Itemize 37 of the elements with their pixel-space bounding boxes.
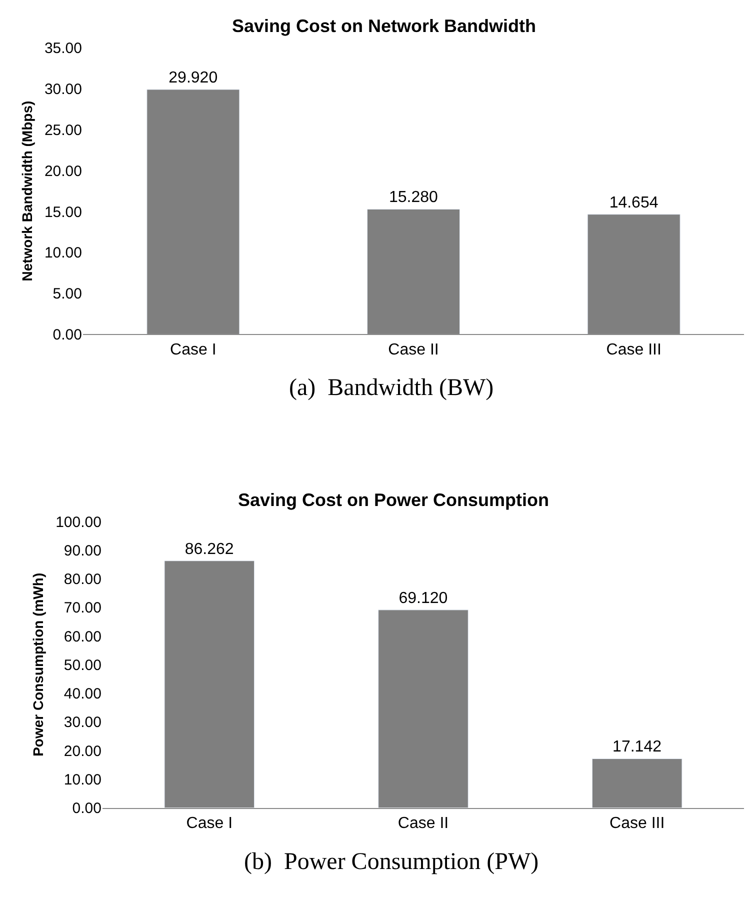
- data-label: 14.654: [609, 194, 658, 212]
- y-tick-label: 20.00: [64, 742, 102, 760]
- data-label: 15.280: [388, 189, 438, 206]
- y-tick-label: 10.00: [44, 244, 82, 262]
- x-tick-label: Case III: [606, 341, 662, 358]
- y-tick-label: 35.00: [44, 40, 82, 58]
- chart-title: Saving Cost on Power Consumption: [238, 490, 550, 510]
- chart-title: Saving Cost on Network Bandwidth: [232, 16, 536, 36]
- y-tick-label: 20.00: [44, 162, 82, 180]
- text: (b) Power Consumption (PW): [244, 849, 539, 875]
- y-tick-label: 90.00: [64, 542, 102, 560]
- y-tick-label: 0.00: [72, 800, 102, 818]
- x-tick-label: Case II: [398, 815, 449, 832]
- y-tick-label: 50.00: [64, 656, 102, 674]
- y-tick-label: 25.00: [44, 122, 82, 139]
- y-tick-label: 15.00: [44, 204, 82, 221]
- y-tick-label: 40.00: [64, 686, 102, 703]
- y-axis-title: Power Consumption (mWh): [30, 572, 46, 756]
- y-axis-title: Network Bandwidth (Mbps): [19, 100, 36, 282]
- y-tick-label: 5.00: [52, 286, 82, 303]
- text: (a) Bandwidth (BW): [289, 375, 494, 401]
- y-tick-label: 30.00: [44, 81, 82, 98]
- x-tick-label: Case III: [610, 815, 665, 832]
- data-label: 86.262: [184, 540, 234, 558]
- y-tick-label: 80.00: [64, 571, 102, 588]
- y-tick-label: 100.00: [56, 514, 102, 531]
- x-tick-label: Case I: [170, 341, 216, 358]
- x-tick-label: Case II: [388, 341, 439, 358]
- x-tick-label: Case I: [186, 815, 233, 832]
- y-tick-label: 60.00: [64, 628, 102, 646]
- data-label: 29.920: [168, 69, 218, 86]
- data-label: 69.120: [398, 590, 448, 607]
- y-tick-label: 30.00: [64, 714, 102, 732]
- data-label: 17.142: [612, 738, 662, 756]
- y-tick-label: 0.00: [52, 326, 82, 344]
- y-tick-label: 70.00: [64, 600, 102, 617]
- y-tick-label: 10.00: [64, 771, 102, 788]
